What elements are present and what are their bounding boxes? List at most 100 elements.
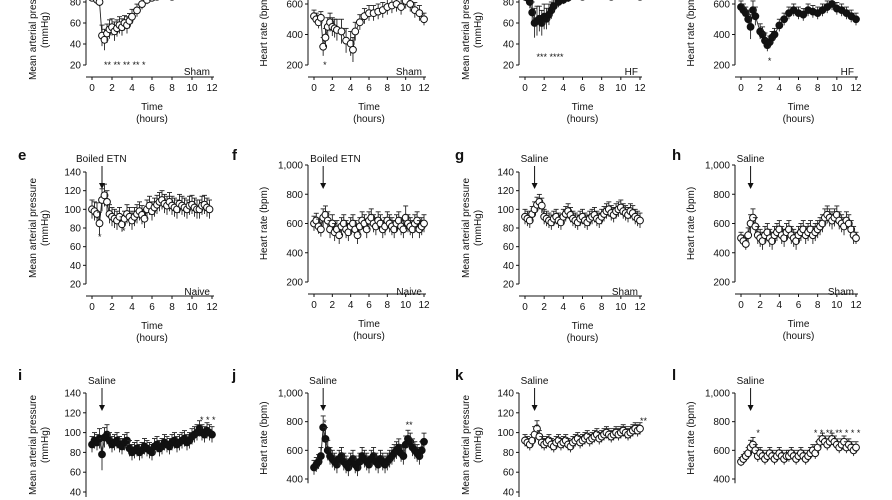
significance-marker: *	[98, 232, 102, 242]
x-axis-label: (hours)	[783, 114, 815, 125]
data-point	[355, 18, 364, 27]
data-point	[525, 216, 534, 225]
y-tick-label: 140	[64, 168, 81, 179]
y-tick-label: 20	[503, 61, 515, 72]
y-tick-label: 400	[713, 30, 730, 41]
data-point	[852, 234, 860, 243]
y-tick-label: 800	[713, 417, 730, 428]
panel-g: 0 2 4 6 8 10 12 Time(hours) 20 40 60 80 100 120 140 Mea…	[455, 147, 646, 344]
y-tick-label: 800	[286, 417, 303, 428]
x-axis-label: Time	[572, 321, 594, 332]
y-tick-label: 80	[70, 448, 82, 459]
condition-label: Sham	[396, 67, 422, 78]
x-tick-label: 10	[615, 302, 627, 313]
y-axis-label: (mmHg)	[473, 210, 484, 246]
injection-arrowhead	[99, 183, 105, 189]
x-tick-label: 2	[330, 83, 336, 94]
x-tick-label: 4	[348, 300, 354, 311]
x-tick-label: 8	[385, 83, 391, 94]
data-point	[799, 10, 808, 19]
y-axis-label: Heart rate (bpm)	[686, 401, 697, 474]
x-tick-label: 12	[206, 302, 218, 313]
x-tick-label: 12	[850, 300, 862, 311]
y-tick-label: 60	[70, 468, 82, 479]
data-point	[780, 15, 789, 24]
x-tick-label: 6	[149, 83, 155, 94]
x-tick-label: 6	[366, 300, 372, 311]
data-point	[406, 0, 415, 8]
x-tick-label: 12	[634, 83, 646, 94]
x-tick-label: 6	[796, 300, 802, 311]
condition-label: Naive	[184, 287, 210, 298]
data-point	[362, 225, 371, 234]
y-tick-label: 100	[64, 428, 81, 439]
injection-label: Saline	[737, 376, 765, 387]
x-tick-label: 4	[129, 83, 135, 94]
significance-marker: *	[200, 415, 204, 425]
y-tick-label: 400	[286, 248, 303, 259]
x-tick-label: 8	[385, 300, 391, 311]
x-axis-label: (hours)	[567, 333, 599, 344]
y-tick-label: 400	[713, 475, 730, 486]
x-axis-label: Time	[788, 102, 810, 113]
x-tick-label: 4	[129, 302, 135, 313]
y-tick-label: 40	[70, 40, 82, 51]
data-point	[399, 225, 408, 234]
data-point	[208, 430, 216, 439]
data-point	[133, 6, 141, 15]
y-tick-label: 40	[70, 488, 82, 499]
x-tick-label: 8	[815, 83, 821, 94]
data-point	[148, 0, 156, 2]
panel-top-3: 0 2 4 6 8 10 12 Time(hours) 20 40 60 80 Mean arteria…	[461, 0, 646, 125]
y-tick-label: 200	[713, 278, 730, 289]
significance-marker: *	[768, 56, 772, 66]
y-tick-label: 80	[70, 0, 82, 9]
injection-arrowhead	[747, 183, 754, 189]
x-tick-label: 4	[561, 83, 567, 94]
data-point	[100, 191, 109, 200]
y-tick-label: 600	[713, 219, 730, 230]
data-point	[95, 0, 104, 6]
data-point	[128, 12, 136, 21]
y-tick-label: 100	[497, 428, 514, 439]
y-axis-label: (mmHg)	[40, 427, 51, 463]
condition-label: HF	[841, 67, 854, 78]
x-axis-label: (hours)	[783, 331, 815, 342]
data-point	[319, 42, 328, 51]
panel-letter: f	[232, 147, 238, 164]
x-axis-label: Time	[358, 102, 380, 113]
y-tick-label: 120	[497, 408, 514, 419]
x-tick-label: 8	[169, 302, 175, 313]
condition-label: Naive	[396, 287, 422, 298]
y-tick-label: 60	[503, 19, 515, 30]
y-tick-label: 40	[503, 488, 515, 499]
y-tick-label: 100	[497, 205, 514, 216]
y-axis-label: Mean arterial pressure	[28, 395, 39, 495]
x-tick-label: 10	[186, 83, 198, 94]
data-point	[397, 3, 405, 11]
panel-letter: g	[455, 147, 464, 164]
y-axis-label: (mmHg)	[40, 12, 51, 48]
x-tick-label: 10	[186, 302, 198, 313]
y-tick-label: 80	[503, 0, 515, 9]
panel-top-2: 0 2 4 6 8 10 12 Time(hours) 200 400 600 Heart rate …	[259, 0, 430, 125]
y-axis-label: Mean arterial pressure	[28, 178, 39, 278]
injection-label: Saline	[309, 376, 337, 387]
x-tick-label: 8	[169, 83, 175, 94]
x-tick-label: 12	[418, 83, 430, 94]
injection-label: Saline	[521, 376, 549, 387]
panel-e: 0 2 4 6 8 10 12 Time(hours) 20 40 60 80 100 120 140 Mea…	[18, 147, 218, 344]
data-point	[741, 240, 750, 248]
data-point	[852, 15, 860, 24]
x-tick-label: 4	[348, 83, 354, 94]
data-point	[399, 452, 408, 460]
data-point	[420, 437, 428, 446]
injection-arrowhead	[320, 405, 327, 411]
y-tick-label: 60	[70, 242, 82, 253]
x-tick-label: 0	[738, 300, 744, 311]
y-tick-label: 20	[70, 280, 82, 291]
y-tick-label: 20	[503, 280, 515, 291]
y-tick-label: 800	[286, 190, 303, 201]
y-tick-label: 40	[70, 261, 82, 272]
